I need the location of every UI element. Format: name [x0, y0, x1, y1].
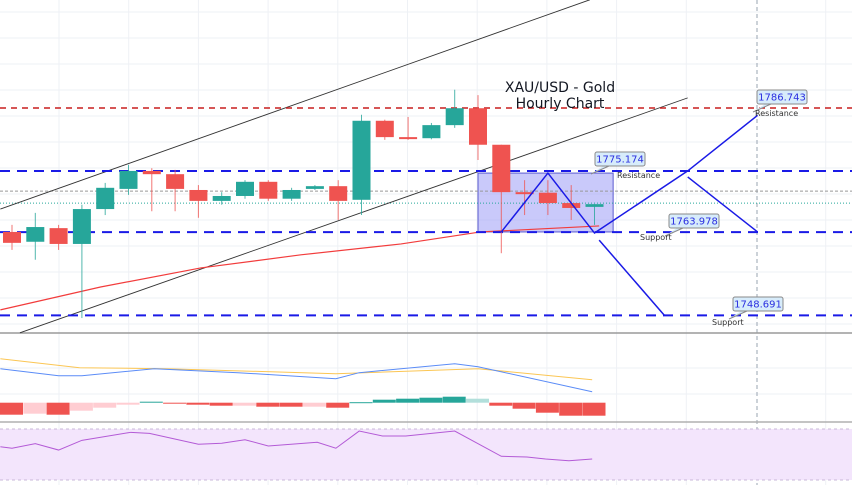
price-callout-label: 1763.978: [670, 217, 718, 228]
candle-body: [72, 209, 91, 244]
candle-body: [538, 192, 557, 204]
candle-body: [119, 170, 138, 189]
candle-body: [96, 187, 115, 210]
macd-histogram-bar: [372, 399, 396, 403]
macd-histogram-bar: [23, 402, 47, 414]
projection-line: [687, 176, 759, 233]
macd-histogram-bar: [535, 402, 559, 413]
candle-body: [236, 181, 254, 196]
macd-line: [0, 363, 593, 393]
rsi-panel: [0, 428, 852, 481]
price-callout-label: 1748.691: [734, 300, 782, 311]
channel-line: [19, 97, 688, 334]
price-callout-label: 1786.743: [758, 93, 806, 104]
macd-histogram-bar: [512, 402, 536, 409]
candle-body: [142, 170, 161, 175]
price-callout-label: 1775.174: [596, 155, 644, 166]
projection-line: [598, 239, 665, 316]
chart-title-line2: Hourly Chart: [516, 96, 605, 112]
candle-body: [305, 186, 324, 189]
macd-histogram-bar: [349, 402, 373, 404]
macd-histogram-bar: [489, 402, 513, 406]
macd-histogram-bar: [139, 401, 163, 403]
candle-body: [515, 192, 534, 195]
level-tag: Resistance: [617, 171, 660, 180]
macd-histogram-bar: [419, 397, 443, 403]
macd-histogram-bar: [442, 396, 466, 403]
macd-histogram-bar: [163, 402, 187, 404]
price-callout: [594, 151, 646, 167]
macd-histogram-bar: [466, 398, 489, 403]
candle-body: [422, 125, 441, 139]
level-tag: Support: [640, 233, 672, 242]
macd-histogram-bar: [69, 402, 93, 411]
price-callout: [756, 89, 808, 105]
candle-body: [26, 227, 45, 242]
candle-body: [585, 204, 604, 207]
candle-body: [469, 108, 487, 145]
price-callout: [668, 213, 720, 229]
macd-histogram-bar: [302, 402, 326, 407]
level-tag: Resistance: [755, 109, 798, 118]
macd-histogram-bar: [46, 402, 70, 415]
macd-histogram-bar: [233, 402, 256, 406]
macd-histogram-bar: [0, 402, 23, 415]
macd-histogram-bar: [279, 402, 303, 407]
macd-histogram-bar: [326, 402, 350, 408]
macd-panel: [0, 358, 606, 416]
macd-histogram-bar: [396, 398, 420, 403]
macd-histogram-bar: [559, 402, 583, 416]
level-tag: Support: [712, 318, 744, 327]
macd-histogram-bar: [116, 402, 140, 405]
price-callout: [732, 296, 784, 312]
candle-body: [282, 189, 301, 199]
candle-body: [212, 195, 231, 201]
candle-body: [166, 174, 185, 189]
candle-body: [375, 120, 394, 138]
macd-histogram-bar: [93, 402, 117, 408]
candle-body: [352, 120, 371, 200]
projection-line: [500, 114, 759, 235]
candle-body: [189, 189, 208, 201]
macd-histogram-bar: [186, 402, 210, 405]
channel-line: [0, 0, 590, 210]
candle-body: [329, 186, 348, 201]
rsi-band: [0, 429, 852, 480]
candle-body: [3, 231, 21, 243]
candle-body: [49, 228, 68, 244]
candle-body: [445, 108, 464, 126]
candle-body: [492, 144, 511, 193]
candle-body: [562, 203, 581, 208]
candle-body: [259, 181, 278, 199]
rsi-line: [0, 430, 593, 462]
macd-histogram-bar: [256, 402, 280, 407]
price-panel: 1786.743 Resistance 1775.174 Resistance 1763…: [0, 0, 852, 334]
candle-body: [399, 137, 418, 140]
macd-histogram-bar: [209, 402, 233, 406]
chart-title-line1: XAU/USD - Gold: [505, 80, 615, 96]
macd-histogram-bar: [582, 402, 606, 416]
